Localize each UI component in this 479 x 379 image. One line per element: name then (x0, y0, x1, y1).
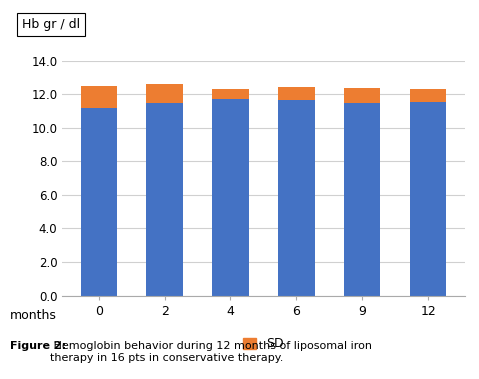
Text: Figure 2:: Figure 2: (10, 341, 66, 351)
Bar (278, 87, 315, 100)
Bar (147, 103, 182, 296)
Bar (212, 89, 249, 99)
Bar (344, 103, 380, 296)
Bar (278, 100, 315, 296)
Bar (410, 89, 446, 102)
Legend: SD: SD (239, 332, 288, 356)
Bar (80, 86, 117, 108)
Text: months: months (10, 309, 57, 322)
Text: Hb gr / dl: Hb gr / dl (22, 18, 80, 31)
Bar (410, 102, 446, 296)
Bar (80, 108, 117, 296)
Bar (344, 88, 380, 103)
Bar (212, 99, 249, 296)
Bar (147, 84, 182, 103)
Text: Hemoglobin behavior during 12 months of liposomal iron
therapy in 16 pts in cons: Hemoglobin behavior during 12 months of … (50, 341, 372, 363)
